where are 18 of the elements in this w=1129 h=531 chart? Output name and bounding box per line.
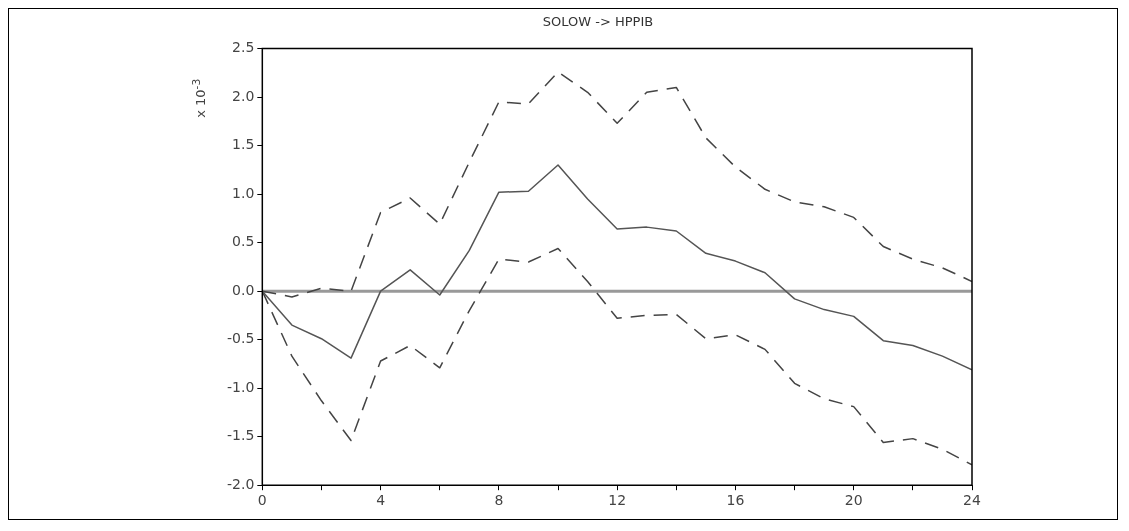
y-tick-label: 1.5 <box>232 136 255 153</box>
x-tick-label: 8 <box>494 492 504 509</box>
chart-title: SOLOW -> HPPIB <box>542 14 654 30</box>
x-tick-label: 12 <box>608 492 627 509</box>
x-tick-label: 4 <box>376 492 386 509</box>
x-tick-label: 0 <box>257 492 267 509</box>
y-tick-label: -2.0 <box>226 475 255 492</box>
y-tick-label: 0.0 <box>232 281 255 298</box>
y-tick-label: 1.0 <box>232 184 255 201</box>
y-tick-label: -1.5 <box>226 427 255 444</box>
x-tick-label: 20 <box>844 492 863 509</box>
y-tick-label: 2.0 <box>232 87 255 104</box>
y-tick-label: 0.5 <box>232 233 255 250</box>
y-tick-label: -0.5 <box>226 330 255 347</box>
y-tick-label: -1.0 <box>226 378 255 395</box>
y-tick-label: 2.5 <box>232 39 255 56</box>
x-tick-label: 24 <box>963 492 981 509</box>
x-tick-label: 16 <box>726 492 745 509</box>
